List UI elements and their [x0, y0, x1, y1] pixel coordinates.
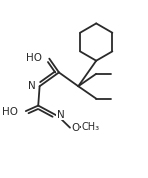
- Text: CH₃: CH₃: [82, 122, 100, 132]
- Text: O: O: [71, 123, 80, 133]
- Text: HO: HO: [2, 107, 18, 117]
- Text: HO: HO: [26, 53, 42, 63]
- Text: N: N: [28, 81, 36, 91]
- Text: N: N: [57, 109, 65, 120]
